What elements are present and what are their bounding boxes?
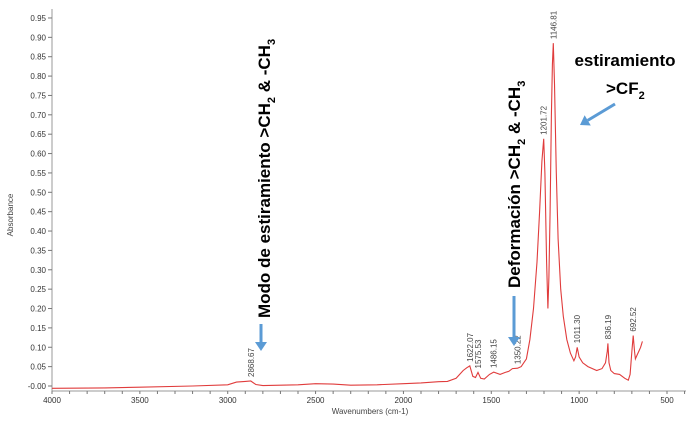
arrow-head <box>580 115 591 126</box>
peak-label: 1622.07 <box>466 332 475 361</box>
x-tick-label: 1000 <box>570 396 588 405</box>
annotation-text: Modo de estiramiento >CH <box>255 103 274 318</box>
x-axis-label: Wavenumbers (cm-1) <box>332 407 409 416</box>
y-tick-label: 0.65 <box>30 130 46 139</box>
x-tick-label: 3500 <box>131 396 149 405</box>
y-tick-label: 0.70 <box>30 111 46 120</box>
arrow-down-icon <box>508 296 520 346</box>
annotation-cf2-line2: >CF2 <box>606 79 645 102</box>
peak-label: 1201.72 <box>540 105 549 134</box>
peak-label: 1486.15 <box>490 339 499 368</box>
y-tick-label: 0.85 <box>30 53 46 62</box>
annotation-text: Deformación >CH <box>505 145 524 288</box>
x-tick-label: 1500 <box>482 396 500 405</box>
subscript: 2 <box>516 139 528 145</box>
arrow-head <box>508 337 520 346</box>
arrow-down-icon <box>255 324 267 351</box>
x-tick-label: 500 <box>660 396 674 405</box>
y-tick-label: 0.30 <box>30 266 46 275</box>
y-tick-label: 0.60 <box>30 150 46 159</box>
y-tick-label: 0.90 <box>30 33 46 42</box>
y-tick-label: 0.20 <box>30 305 46 314</box>
y-axis-label: Absorbance <box>6 193 15 236</box>
y-tick-label: 0.05 <box>30 363 46 372</box>
annotation-text: & -CH <box>255 45 274 97</box>
y-tick-label: 0.40 <box>30 227 46 236</box>
y-tick-label: 0.10 <box>30 343 46 352</box>
peak-label: 836.19 <box>604 314 613 339</box>
peak-label: 1011.30 <box>573 314 582 343</box>
subscript: 2 <box>266 97 278 103</box>
spectrum-line <box>51 43 643 389</box>
arrow-head <box>255 342 267 351</box>
y-tick-label: 0.25 <box>30 285 46 294</box>
annotation-ch-deformation: Deformación >CH2 & -CH3 <box>505 81 528 288</box>
y-tick-label: 0.45 <box>30 208 46 217</box>
subscript: 3 <box>266 39 278 45</box>
peak-label: 1350.22 <box>514 335 523 364</box>
y-tick-label: 0.15 <box>30 324 46 333</box>
x-tick-label: 2000 <box>395 396 413 405</box>
x-tick-label: 2500 <box>307 396 325 405</box>
y-tick-label: 0.55 <box>30 169 46 178</box>
annotation-cf2-line1: estiramiento <box>574 51 675 70</box>
arrow-shaft <box>586 102 616 122</box>
y-tick-label: 0.80 <box>30 72 46 81</box>
annotation-text: & -CH <box>505 87 524 139</box>
peak-label: 692.52 <box>629 307 638 332</box>
subscript: 2 <box>639 90 645 102</box>
x-tick-label: 3000 <box>219 396 237 405</box>
y-tick-label: 0.95 <box>30 14 46 23</box>
peak-label: 2868.67 <box>247 347 256 376</box>
annotation-text: >CF <box>606 79 639 98</box>
subscript: 3 <box>516 81 528 87</box>
x-tick-label: 4000 <box>43 396 61 405</box>
y-tick-label: -0.00 <box>28 382 47 391</box>
y-tick-label: 0.75 <box>30 91 46 100</box>
annotation-ch-stretch: Modo de estiramiento >CH2 & -CH3 <box>255 39 278 318</box>
peak-label: 1575.53 <box>474 339 483 368</box>
y-tick-label: 0.50 <box>30 188 46 197</box>
arrow-down-left-icon <box>580 102 616 126</box>
peak-label: 1146.81 <box>549 10 558 39</box>
y-tick-label: 0.35 <box>30 246 46 255</box>
